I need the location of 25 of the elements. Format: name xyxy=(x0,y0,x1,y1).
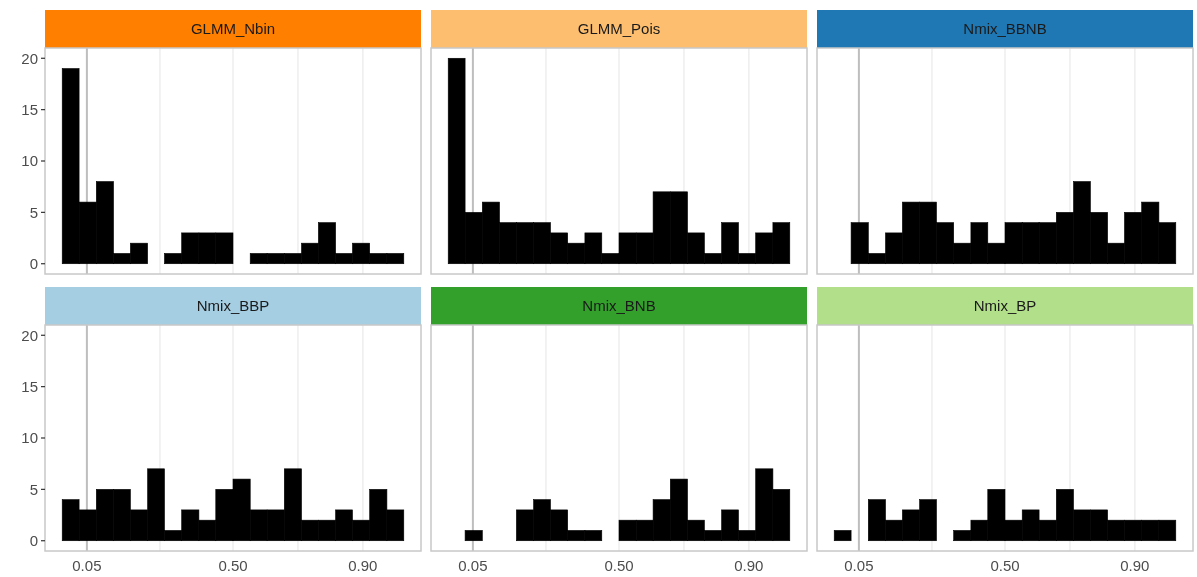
chart-title: GLMM_Pois xyxy=(577,20,661,38)
y-tick-label: 0 xyxy=(29,254,38,272)
y-tick-label: 20 xyxy=(21,49,38,67)
y-tick-label: 5 xyxy=(29,480,38,498)
x-tick-label: 0.90 xyxy=(348,557,378,574)
y-tick-label: 15 xyxy=(21,100,38,118)
y-tick-label: 10 xyxy=(21,152,38,170)
x-tick-label: 0.05 xyxy=(72,557,102,574)
chart-title: Nmix_BNB xyxy=(582,297,656,315)
y-tick-label: 5 xyxy=(29,203,38,221)
x-tick-label: 0.50 xyxy=(218,557,248,574)
x-tick-label: 0.50 xyxy=(990,557,1020,574)
y-tick-label: 10 xyxy=(21,429,38,447)
y-tick-label: 15 xyxy=(21,377,38,395)
chart-title: GLMM_Nbin xyxy=(190,20,276,38)
chart-title: Nmix_BBNB xyxy=(963,20,1047,38)
x-tick-label: 0.05 xyxy=(458,557,488,574)
y-tick-label: 20 xyxy=(21,326,38,344)
x-tick-label: 0.50 xyxy=(604,557,634,574)
x-tick-label: 0.90 xyxy=(734,557,764,574)
chart-title: Nmix_BBP xyxy=(196,297,270,315)
y-tick-label: 0 xyxy=(29,531,38,549)
x-tick-label: 0.90 xyxy=(1120,557,1150,574)
chart-title: Nmix_BP xyxy=(973,297,1037,315)
x-tick-label: 0.05 xyxy=(844,557,874,574)
